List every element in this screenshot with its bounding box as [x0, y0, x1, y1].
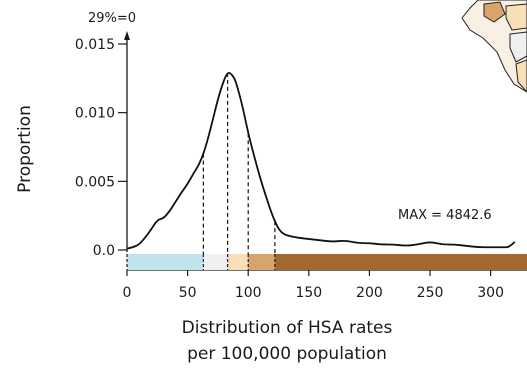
max-annotation: MAX = 4842.6	[398, 208, 492, 223]
axes	[118, 31, 527, 276]
x-tick-label: 300	[477, 285, 504, 301]
x-axis-title-line2: per 100,000 population	[187, 344, 387, 364]
x-tick-label: 250	[417, 285, 444, 301]
y-tick-label: 0.010	[75, 106, 115, 122]
color-bin	[203, 254, 228, 270]
x-tick-label: 0	[123, 285, 132, 301]
quantile-cut-lines	[202, 72, 276, 254]
x-tick-label: 50	[179, 285, 197, 301]
color-bins-bar	[126, 254, 527, 270]
density-line	[126, 71, 516, 250]
y-tick-label: 0.015	[75, 37, 115, 53]
y-axis-arrow	[124, 31, 130, 40]
x-tick-label: 200	[356, 285, 383, 301]
x-axis-title-line1: Distribution of HSA rates	[182, 318, 393, 338]
top-annotation: 29%=0	[88, 11, 136, 26]
tick-labels: 0.0 0.005 0.010 0.015 0 50 100 150 200 250 300	[75, 37, 504, 301]
color-bin	[274, 254, 527, 270]
y-tick-label: 0.0	[93, 243, 115, 259]
y-axis-title: Proportion	[15, 105, 35, 193]
density-curve	[126, 71, 516, 250]
color-bin	[227, 254, 249, 270]
color-bin	[127, 254, 204, 270]
map-fragment-icon	[461, 0, 527, 93]
y-tick-label: 0.005	[75, 174, 115, 190]
x-tick-label: 100	[235, 285, 262, 301]
x-tick-label: 150	[295, 285, 322, 301]
color-bin	[248, 254, 275, 270]
